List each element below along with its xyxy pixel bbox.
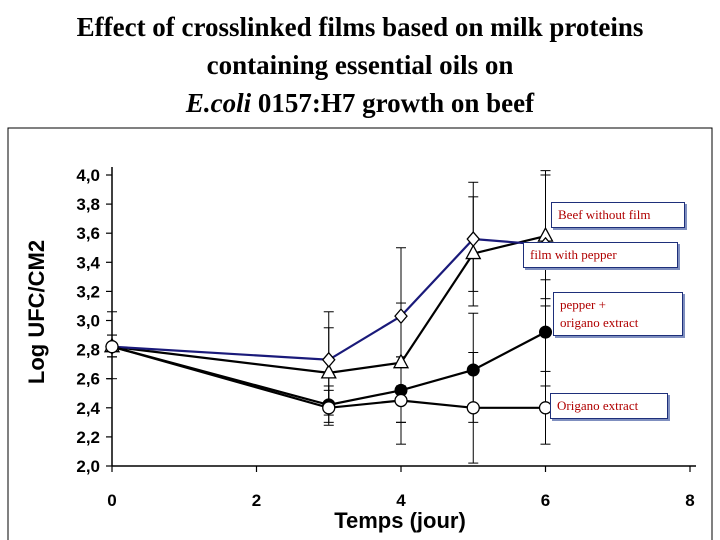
title-line-3-rest: 0157:H7 growth on beef [251, 88, 535, 118]
x-tick-label: 2 [252, 491, 261, 510]
legend-entry: Origano extract [550, 393, 668, 419]
data-point [466, 231, 481, 248]
y-tick-label: 2,2 [76, 428, 100, 447]
title-line-1: Effect of crosslinked films based on mil… [76, 12, 644, 42]
data-point [105, 340, 119, 354]
y-tick-label: 2,0 [76, 457, 100, 476]
data-point [322, 401, 336, 415]
data-point [466, 363, 480, 377]
y-tick-label: 2,4 [76, 399, 100, 418]
title-line-3: E.coli 0157:H7 growth on beef [0, 84, 720, 122]
legend-entry: Beef without film [551, 202, 685, 228]
y-tick-label: 3,2 [76, 282, 100, 301]
y-tick-label: 3,0 [76, 312, 100, 331]
data-point [321, 351, 336, 368]
chart-title: Effect of crosslinked films based on mil… [0, 8, 720, 122]
data-point [394, 308, 408, 325]
title-line-2: containing essential oils on [206, 50, 514, 80]
legend-entry: pepper + origano extract [553, 292, 683, 336]
x-axis-label: Temps (jour) [334, 508, 466, 533]
data-point [539, 325, 552, 339]
axes: 2,0 2,2 2,4 2,6 2,8 3,0 3,2 3,4 3,6 3,8 4,0 0 2 4 6 8 [76, 166, 696, 510]
legend-entry: film with pepper [523, 242, 678, 268]
data-point [394, 393, 408, 408]
x-tick-label: 8 [685, 491, 694, 510]
title-organism: E.coli [185, 88, 252, 118]
y-tick-label: 3,4 [76, 253, 100, 272]
x-tick-label: 0 [107, 491, 116, 510]
data-point [465, 244, 482, 260]
data-point [466, 401, 480, 415]
y-tick-label: 4,0 [76, 166, 100, 185]
data-point [320, 363, 337, 379]
y-axis-label: Log UFC/CM2 [24, 240, 49, 384]
y-tick-label: 3,6 [76, 224, 100, 243]
x-tick-label: 6 [541, 491, 550, 510]
series-layer [103, 170, 554, 464]
y-tick-label: 3,8 [76, 195, 100, 214]
data-point [392, 353, 410, 369]
x-tick-label: 4 [396, 491, 406, 510]
y-tick-label: 2,8 [76, 341, 100, 360]
y-tick-label: 2,6 [76, 370, 100, 389]
